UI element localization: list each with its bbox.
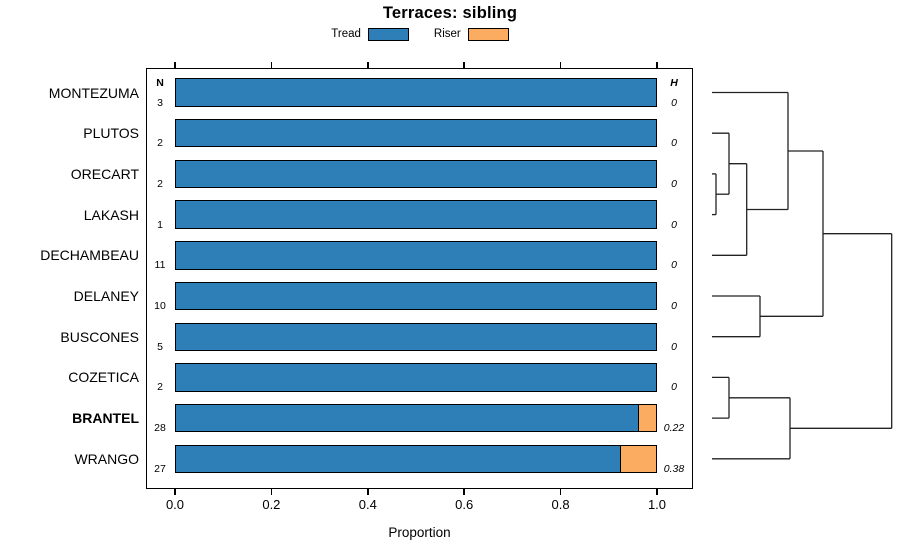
legend-item-riser: Riser xyxy=(433,27,509,41)
x-tick-label: 0.0 xyxy=(165,497,185,512)
x-tick-top xyxy=(559,62,562,68)
x-tick-label: 0.2 xyxy=(262,497,281,512)
legend-label: Riser xyxy=(433,28,461,40)
h-column-header: H xyxy=(670,76,678,89)
bar-segment-tread-wrango xyxy=(175,444,622,474)
h-value: 0 xyxy=(671,259,677,272)
x-axis-label: Proportion xyxy=(388,525,451,540)
n-value: 27 xyxy=(154,462,166,475)
x-tick-label: 0.4 xyxy=(358,497,377,512)
h-value: 0 xyxy=(671,177,677,190)
row-label-buscones: BUSCONES xyxy=(60,328,139,345)
x-tick-label: 0.6 xyxy=(455,497,474,512)
h-value: 0 xyxy=(671,96,677,109)
x-tick-bottom xyxy=(463,488,465,495)
bar-segment-tread-cozetica xyxy=(175,363,657,392)
x-tick-top xyxy=(463,62,465,68)
n-value: 10 xyxy=(154,300,166,313)
n-value: 3 xyxy=(157,96,163,109)
bar-segment-riser-wrango xyxy=(619,444,657,474)
x-tick-top xyxy=(656,62,658,68)
bar-segment-tread-montezuma xyxy=(175,78,657,107)
n-value: 5 xyxy=(157,340,163,353)
bar-segment-tread-orecart xyxy=(175,159,657,189)
legend-swatch-riser xyxy=(467,27,509,41)
x-tick-bottom xyxy=(270,488,273,495)
h-value: 0 xyxy=(671,300,677,313)
h-value: 0 xyxy=(671,381,677,394)
h-value: 0.22 xyxy=(663,422,685,435)
row-label-delaney: DELANEY xyxy=(73,288,139,305)
row-label-lakash: LAKASH xyxy=(83,206,139,223)
legend: Tread Riser xyxy=(147,26,693,42)
h-value: 0 xyxy=(671,137,677,150)
x-tick-top xyxy=(270,62,273,68)
n-value: 11 xyxy=(154,259,166,272)
bar-segment-tread-lakash xyxy=(175,200,657,229)
row-label-wrango: WRANGO xyxy=(74,450,139,467)
bar-segment-riser-brantel xyxy=(638,403,657,433)
legend-label: Tread xyxy=(331,28,361,40)
bar-segment-tread-plutos xyxy=(175,118,657,148)
n-value: 2 xyxy=(157,381,163,394)
x-tick-label: 0.8 xyxy=(551,497,570,512)
row-label-brantel: BRANTEL xyxy=(72,410,139,427)
row-label-plutos: PLUTOS xyxy=(83,125,139,142)
row-label-dechambeau: DECHAMBEAU xyxy=(40,247,139,264)
x-tick-top xyxy=(174,62,176,68)
n-value: 1 xyxy=(157,218,163,231)
bar-segment-tread-delaney xyxy=(175,281,657,311)
n-value: 2 xyxy=(157,137,163,150)
row-label-montezuma: MONTEZUMA xyxy=(48,84,139,101)
x-tick-bottom xyxy=(174,488,176,495)
h-value: 0 xyxy=(671,218,677,231)
row-label-cozetica: COZETICA xyxy=(68,369,139,386)
x-tick-bottom xyxy=(656,488,658,495)
bar-segment-tread-buscones xyxy=(175,322,657,351)
h-value: 0.38 xyxy=(663,462,685,475)
n-value: 2 xyxy=(157,177,163,190)
x-tick-bottom xyxy=(367,488,369,495)
x-tick-top xyxy=(367,62,369,68)
legend-swatch-tread xyxy=(367,27,409,41)
n-value: 28 xyxy=(154,422,166,435)
x-tick-bottom xyxy=(559,488,562,495)
bar-segment-tread-dechambeau xyxy=(175,241,657,270)
n-column-header: N xyxy=(156,76,164,89)
row-label-orecart: ORECART xyxy=(70,165,139,182)
x-tick-label: 1.0 xyxy=(647,497,667,512)
h-value: 0 xyxy=(671,340,677,353)
legend-item-tread: Tread xyxy=(331,27,409,41)
bar-segment-tread-brantel xyxy=(175,403,640,433)
chart-title: Terraces: sibling xyxy=(382,4,518,22)
